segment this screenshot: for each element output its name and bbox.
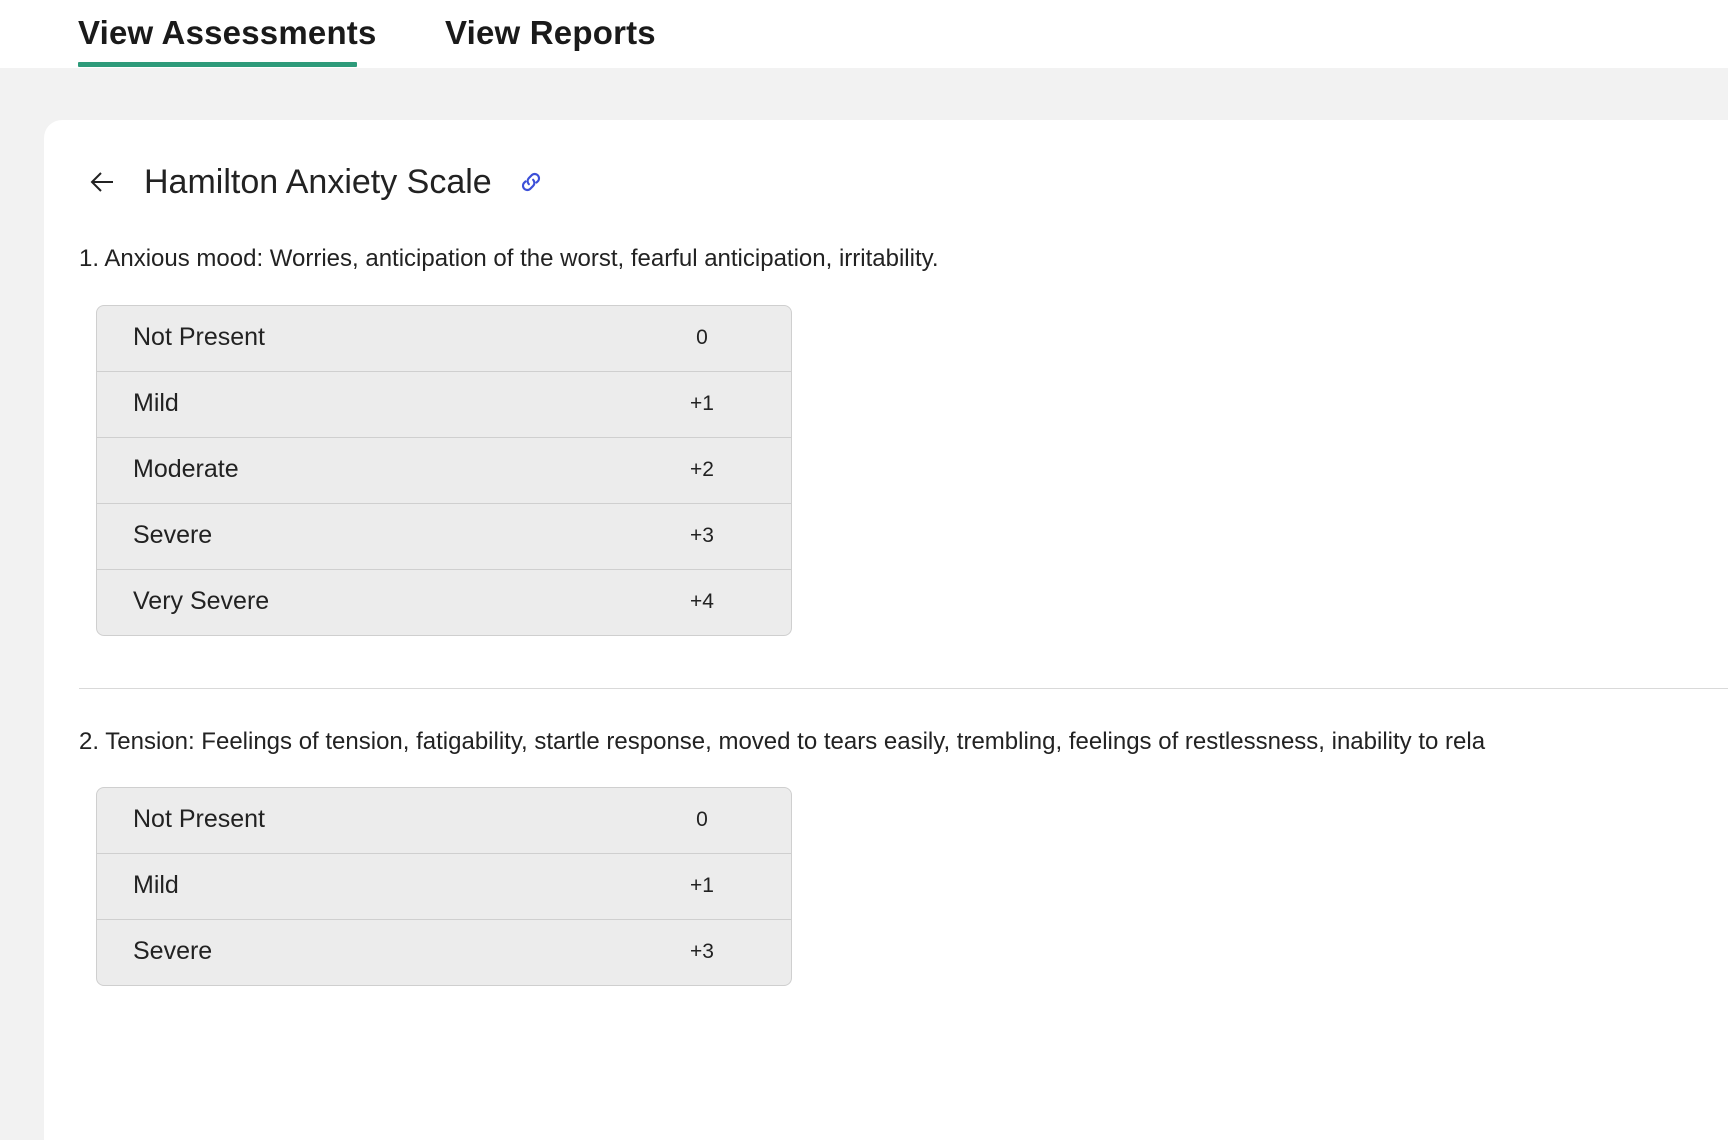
option-score: +1 (690, 874, 714, 897)
question-text: 2. Tension: Feelings of tension, fatigab… (79, 728, 1486, 755)
option-score: +3 (690, 940, 714, 963)
option-score: +1 (690, 392, 714, 415)
option-row[interactable]: Mild +1 (97, 854, 791, 920)
option-score: +2 (690, 458, 714, 481)
option-row[interactable]: Not Present 0 (97, 306, 791, 372)
option-score: 0 (696, 808, 708, 831)
active-tab-indicator (78, 62, 357, 67)
option-score: 0 (696, 326, 708, 349)
page-title: Hamilton Anxiety Scale (144, 162, 492, 201)
option-row[interactable]: Severe +3 (97, 920, 791, 985)
tab-view-assessments[interactable]: View Assessments (78, 14, 377, 51)
option-row[interactable]: Moderate +2 (97, 438, 791, 504)
question-divider (79, 688, 1728, 689)
arrow-left-icon[interactable] (88, 168, 116, 196)
option-label: Not Present (133, 323, 266, 351)
option-score: +3 (690, 524, 714, 547)
top-nav-bar: View Assessments View Reports (0, 0, 1728, 68)
option-label: Very Severe (133, 587, 270, 615)
option-row[interactable]: Very Severe +4 (97, 570, 791, 635)
option-row[interactable]: Mild +1 (97, 372, 791, 438)
tab-view-reports[interactable]: View Reports (445, 14, 656, 51)
option-row[interactable]: Severe +3 (97, 504, 791, 570)
option-row[interactable]: Not Present 0 (97, 788, 791, 854)
option-label: Mild (133, 389, 179, 417)
assessment-header: Hamilton Anxiety Scale (88, 160, 544, 204)
question-text: 1. Anxious mood: Worries, anticipation o… (79, 245, 939, 272)
answer-options: Not Present 0 Mild +1 Severe +3 (96, 787, 792, 986)
option-label: Moderate (133, 455, 239, 483)
option-label: Mild (133, 871, 179, 899)
option-label: Severe (133, 937, 213, 965)
option-label: Not Present (133, 805, 266, 833)
link-icon[interactable] (518, 169, 544, 195)
option-score: +4 (690, 590, 714, 613)
option-label: Severe (133, 521, 213, 549)
answer-options: Not Present 0 Mild +1 Moderate +2 Severe… (96, 305, 792, 636)
